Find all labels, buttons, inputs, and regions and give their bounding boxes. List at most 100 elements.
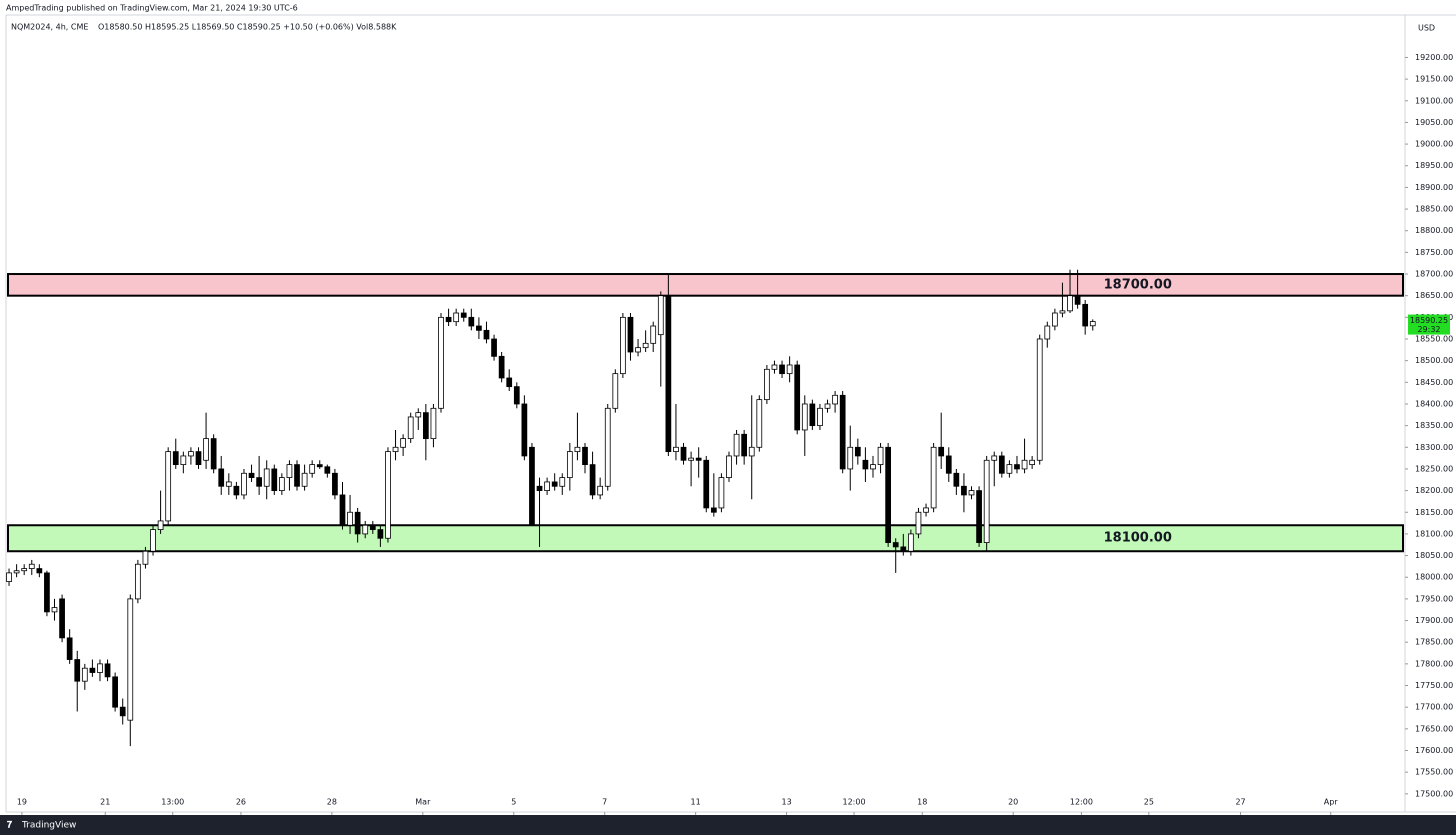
candle-body (604, 407, 611, 487)
candle-body (1059, 310, 1066, 314)
zone (7, 273, 1404, 297)
brand-logo: 𝟕 (7, 820, 12, 831)
candle-body (892, 542, 899, 548)
candle-body (945, 455, 952, 474)
candle-body (657, 295, 664, 336)
candle-body (422, 412, 429, 440)
candle-body (559, 477, 566, 487)
candle-body (203, 438, 209, 461)
candle-body (870, 464, 876, 470)
candle-body (225, 481, 232, 487)
y-tick-label: 18750.00 (1415, 248, 1453, 257)
candle-body (574, 446, 581, 453)
candle-body (991, 455, 998, 461)
last-price: 18590.25 (1410, 316, 1448, 325)
y-tick-label: 19100.00 (1415, 96, 1453, 105)
candle-body (665, 295, 672, 453)
candle-body (339, 494, 346, 526)
x-tick-label: 18 (917, 798, 927, 807)
candle-body (135, 563, 141, 600)
candle-body (779, 364, 785, 375)
candle-body (81, 667, 88, 682)
candle-body (771, 364, 778, 370)
x-tick-label: 25 (1144, 798, 1154, 807)
candle-body (66, 637, 73, 660)
candle-body (597, 485, 604, 496)
candle-body (6, 572, 12, 582)
candle-body (74, 659, 81, 682)
candle-body (188, 451, 194, 457)
y-tick-label: 18000.00 (1415, 573, 1453, 582)
candle-body (824, 403, 831, 409)
x-tick-label: 11 (691, 798, 701, 807)
candle-body (104, 663, 111, 678)
candle-body (233, 485, 240, 496)
candle-body (733, 433, 740, 457)
candle-body (612, 373, 619, 409)
candle-body (635, 347, 641, 353)
x-tick-label: 7 (602, 798, 607, 807)
candle-body (642, 342, 649, 349)
candle-body (764, 368, 770, 401)
candle-body (1067, 295, 1073, 312)
candle-body (839, 394, 846, 470)
candle-body (877, 446, 884, 466)
candle-body (165, 451, 172, 522)
x-tick-label: Mar (415, 798, 431, 807)
x-tick-label: 21 (100, 798, 110, 807)
candle-body (112, 676, 118, 708)
currency: USD (1418, 24, 1435, 33)
candle-body (695, 457, 702, 461)
y-tick-label: 17500.00 (1415, 789, 1453, 798)
candle-body (1074, 295, 1081, 305)
y-tick-label: 18550.00 (1415, 334, 1453, 343)
candle-body (392, 446, 399, 453)
candle-body (930, 446, 937, 509)
candle-body (862, 459, 869, 470)
candle-body (1044, 325, 1051, 340)
y-tick-label: 17850.00 (1415, 638, 1453, 647)
candle-body (468, 316, 475, 327)
candle-body (476, 325, 482, 331)
candle-body (119, 706, 126, 717)
candle-body (968, 490, 975, 496)
candle-body (620, 316, 626, 375)
candle-body (13, 570, 20, 574)
ohlc-summary: O18580.50 H18595.25 L18569.50 C18590.25 … (98, 23, 397, 32)
candle-body (794, 364, 801, 431)
candle-body (172, 451, 179, 466)
candle-body (1082, 303, 1089, 327)
candle-body (885, 446, 892, 543)
candle-body (309, 464, 316, 474)
candle-body (938, 446, 945, 457)
candle-body (377, 529, 384, 539)
y-tick-label: 17550.00 (1415, 768, 1453, 777)
y-tick-label: 18650.00 (1415, 291, 1453, 300)
brand: TradingView (21, 821, 76, 831)
y-tick-label: 18700.00 (1415, 270, 1453, 279)
candle-body (89, 667, 96, 673)
y-tick-label: 19000.00 (1415, 140, 1453, 149)
candle-body (1021, 459, 1028, 470)
y-tick-label: 17950.00 (1415, 594, 1453, 603)
x-tick-label: 12:00 (843, 798, 866, 807)
candle-body (218, 468, 225, 487)
candle-body (491, 338, 497, 357)
candle-body (809, 403, 816, 427)
x-tick-label: 20 (1008, 798, 1018, 807)
candle-body (142, 550, 149, 565)
candle-body (324, 466, 331, 474)
candle-body (589, 464, 596, 496)
candle-body (1089, 321, 1096, 327)
x-tick-label: 26 (236, 798, 246, 807)
candle-body (726, 455, 732, 479)
candle-body (741, 433, 748, 457)
candle-body (680, 446, 687, 461)
candle-body (127, 598, 134, 721)
candle-body (900, 546, 907, 552)
candle-body (627, 316, 634, 353)
y-tick-label: 18500.00 (1415, 356, 1453, 365)
candle-body (362, 524, 369, 535)
candle-body (28, 563, 35, 569)
